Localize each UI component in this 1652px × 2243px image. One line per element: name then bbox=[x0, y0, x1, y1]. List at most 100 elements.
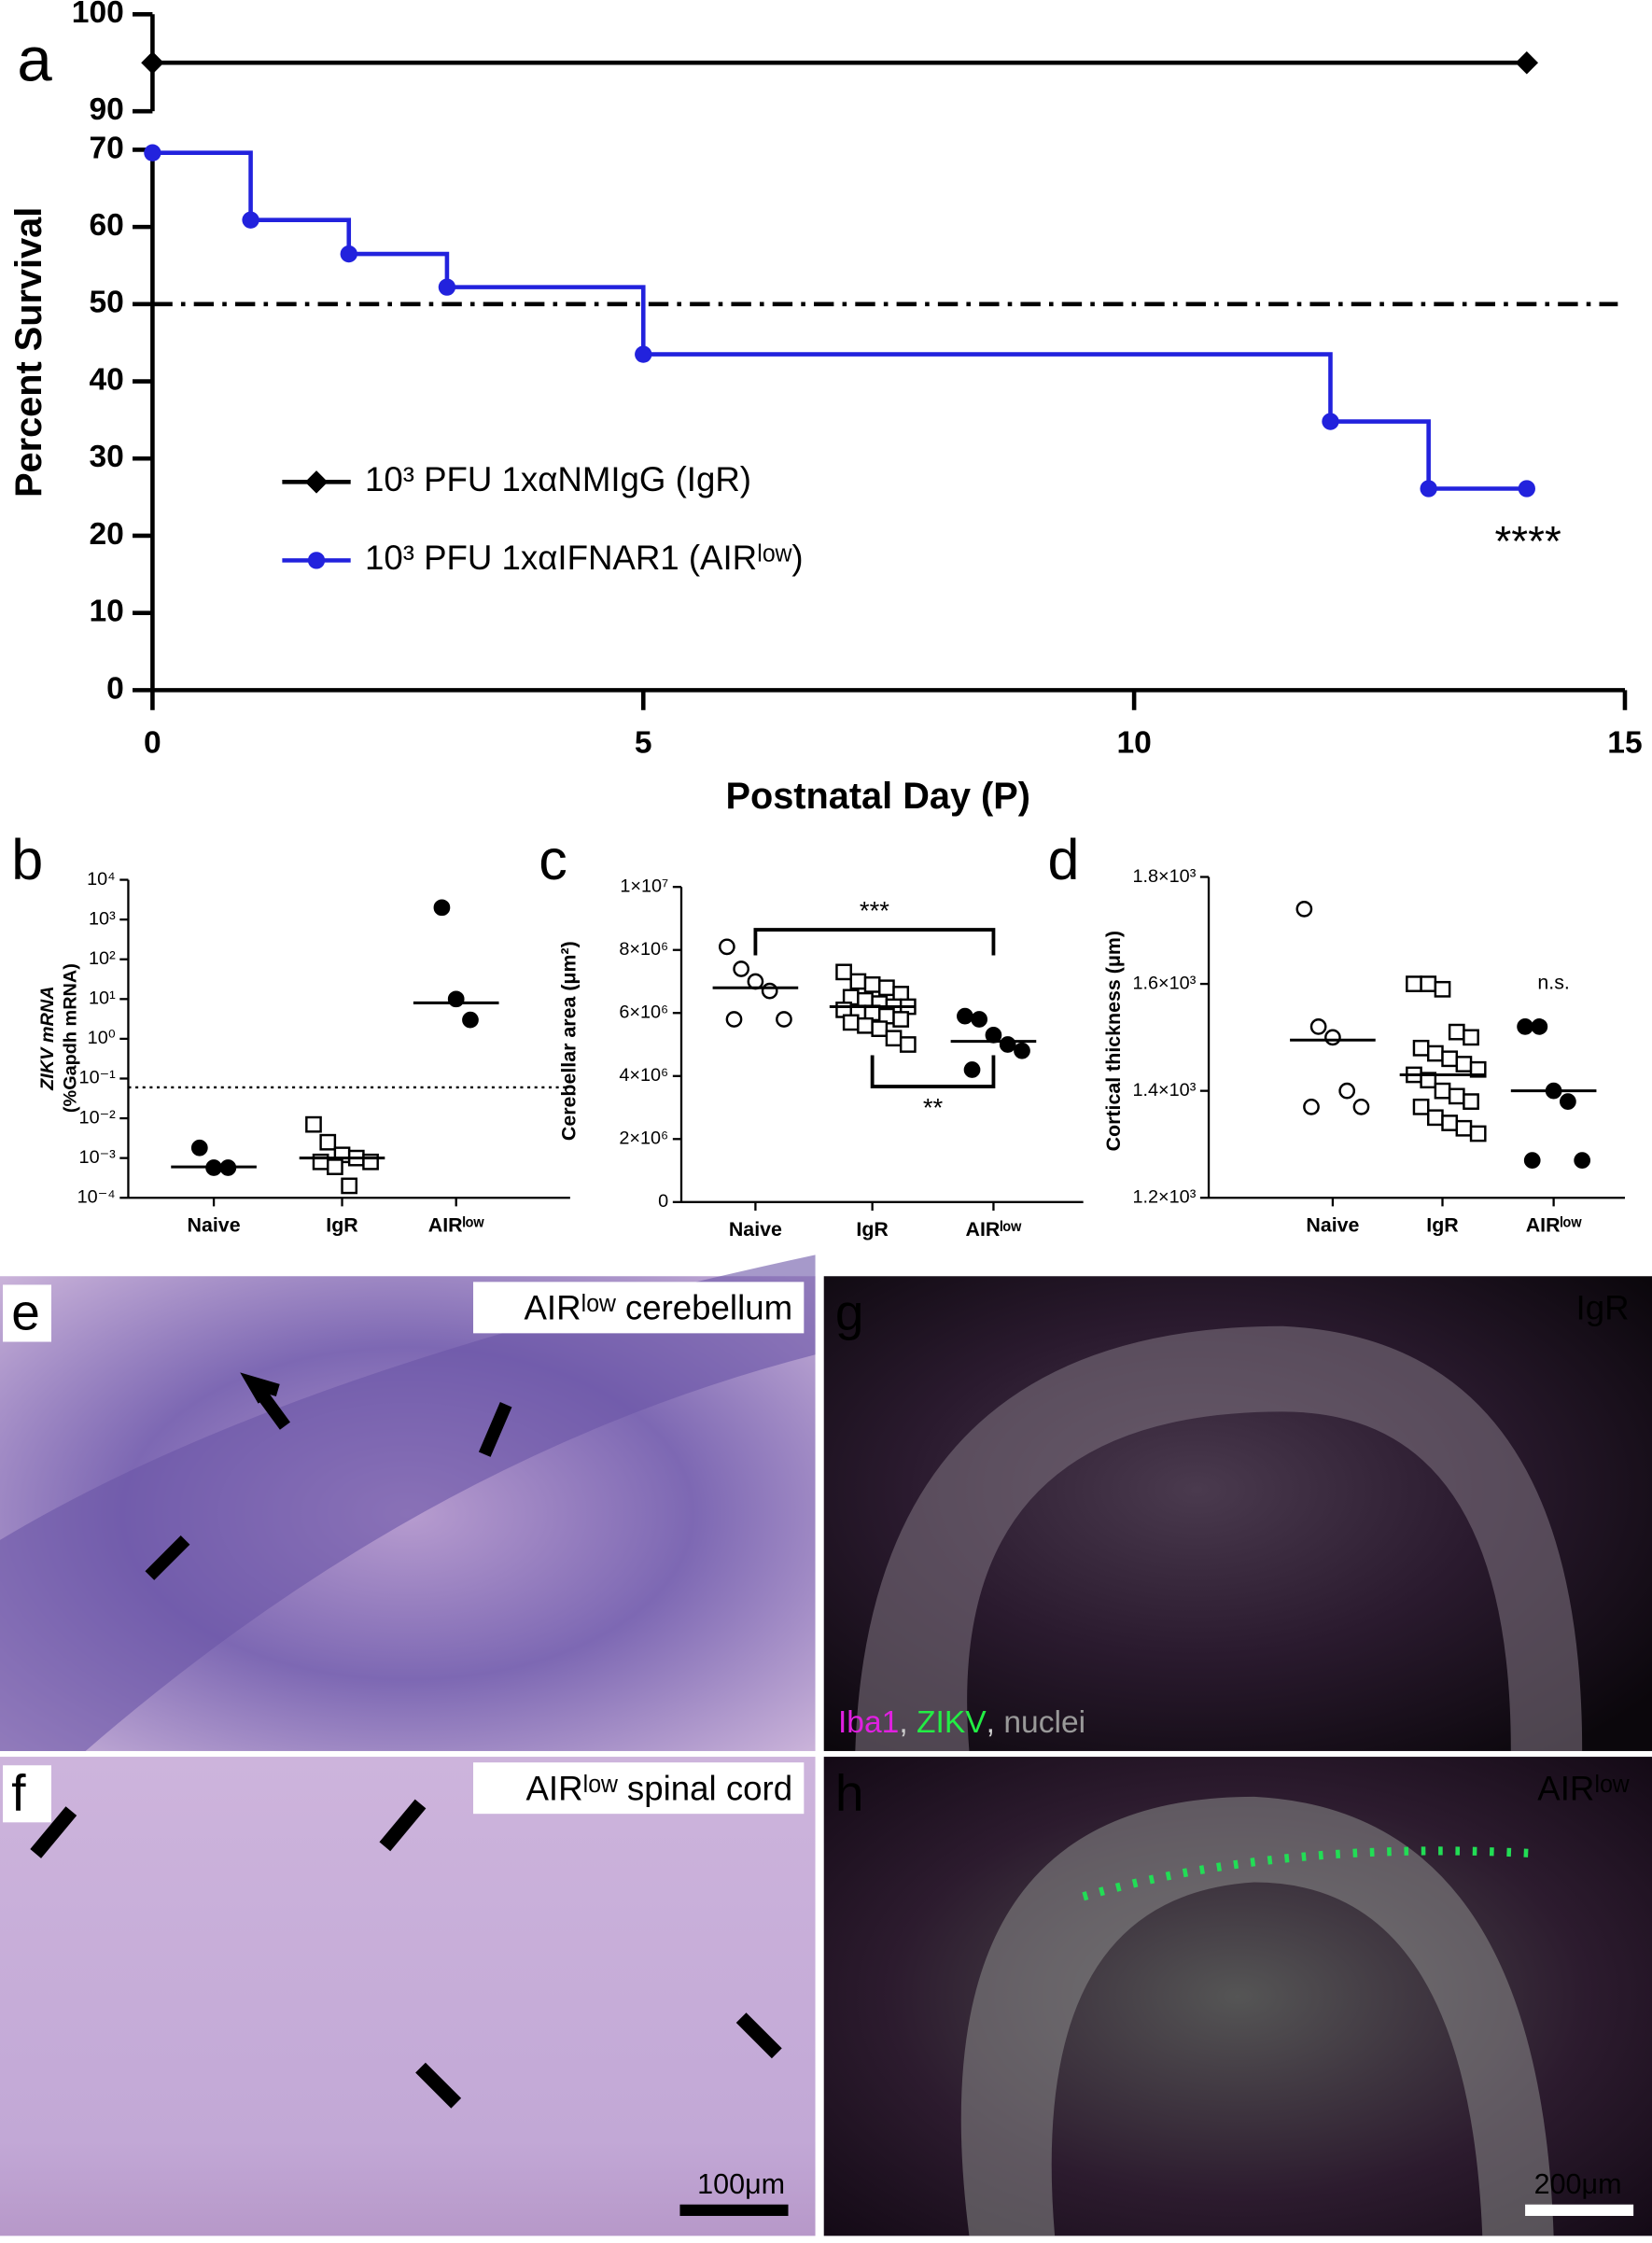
y-tick-label: 10 bbox=[89, 595, 123, 629]
panel-letter: d bbox=[1047, 828, 1079, 891]
legend-marker bbox=[307, 552, 326, 569]
panel-label: IgR bbox=[1576, 1289, 1630, 1327]
panel-letter: h bbox=[835, 1763, 864, 1821]
significance-label: ** bbox=[923, 1093, 944, 1122]
data-point bbox=[1463, 1029, 1479, 1046]
y-axis-label: Cortical thickness (μm) bbox=[1102, 931, 1125, 1151]
data-point bbox=[857, 1016, 874, 1034]
scale-bar-label: 200μm bbox=[1534, 2168, 1622, 2200]
marker bbox=[144, 144, 161, 161]
stain-name: ZIKV bbox=[917, 1705, 987, 1740]
data-point bbox=[1014, 1042, 1030, 1059]
data-point bbox=[1338, 1082, 1356, 1100]
data-point bbox=[1324, 1029, 1341, 1046]
data-point bbox=[1448, 1087, 1465, 1105]
x-tick-label: AIRˡᵒʷ bbox=[428, 1213, 485, 1236]
data-point bbox=[1427, 1109, 1444, 1127]
panel-letter: c bbox=[539, 828, 567, 891]
data-point bbox=[835, 963, 852, 981]
data-point bbox=[863, 976, 881, 993]
marker bbox=[1322, 413, 1339, 430]
marker bbox=[242, 211, 259, 229]
data-point bbox=[963, 1061, 981, 1078]
data-point bbox=[1303, 1098, 1320, 1115]
y-tick-label: 6×10⁶ bbox=[619, 1002, 668, 1022]
x-tick-label: AIRˡᵒʷ bbox=[966, 1218, 1023, 1241]
data-point bbox=[1448, 1023, 1465, 1041]
marker bbox=[340, 245, 357, 263]
panel-letter: b bbox=[11, 828, 43, 891]
data-point bbox=[1469, 1125, 1487, 1143]
scale-bar-label: 100μm bbox=[697, 2168, 785, 2200]
y-tick-label: 1.8×10³ bbox=[1132, 866, 1196, 887]
y-tick-label: 60 bbox=[89, 208, 123, 243]
significance-bracket bbox=[753, 928, 996, 956]
micrograph-g bbox=[823, 1276, 1652, 1751]
data-point bbox=[1523, 1152, 1541, 1169]
y-tick-label: 10¹ bbox=[89, 988, 116, 1009]
data-point bbox=[849, 973, 867, 990]
annotation: n.s. bbox=[1537, 972, 1569, 994]
data-point bbox=[761, 982, 778, 1000]
data-point bbox=[1434, 1082, 1451, 1100]
panel-label: AIRˡᵒʷ spinal cord bbox=[525, 1769, 792, 1807]
data-point bbox=[1309, 1018, 1327, 1035]
stain-name: , bbox=[987, 1705, 1004, 1740]
y-tick-label: 8×10⁶ bbox=[619, 939, 668, 960]
panel-letter: g bbox=[835, 1283, 864, 1341]
y-tick-label: 1×10⁷ bbox=[620, 876, 668, 896]
data-point bbox=[327, 1158, 343, 1175]
letter-box bbox=[3, 1765, 51, 1823]
x-tick-label: IgR bbox=[1426, 1213, 1458, 1236]
data-point bbox=[1427, 1044, 1444, 1062]
micrograph-e bbox=[0, 1255, 816, 1751]
data-point bbox=[1295, 901, 1313, 918]
data-point bbox=[1469, 1060, 1487, 1078]
survival-line bbox=[152, 150, 1527, 491]
x-tick-label: IgR bbox=[856, 1218, 888, 1241]
y-tick-label: 10⁰ bbox=[88, 1028, 116, 1048]
y-tick-label: 1.6×10³ bbox=[1132, 973, 1196, 993]
y-axis-label: Cerebellar area (μm²) bbox=[558, 941, 581, 1141]
x-tick-label: 5 bbox=[635, 725, 652, 760]
marker bbox=[635, 345, 652, 363]
data-point bbox=[1406, 975, 1422, 992]
y-tick-label: 50 bbox=[89, 286, 123, 320]
data-point bbox=[871, 1020, 889, 1037]
y-tick-label: 1.2×10³ bbox=[1132, 1186, 1196, 1207]
x-tick-label: 15 bbox=[1607, 725, 1642, 760]
annotation: **** bbox=[1494, 518, 1561, 566]
y-tick-label: 90 bbox=[89, 92, 123, 127]
y-tick-label: 10³ bbox=[89, 908, 116, 929]
y-tick-label: 10⁴ bbox=[87, 869, 116, 890]
significance-bracket bbox=[870, 1055, 996, 1088]
data-point bbox=[1560, 1093, 1576, 1110]
legend-label: 10³ PFU 1xαNMIgG (IgR) bbox=[365, 460, 751, 498]
x-tick-label: IgR bbox=[326, 1213, 357, 1236]
x-axis-label: Postnatal Day (P) bbox=[726, 776, 1030, 817]
panel-letter: f bbox=[11, 1763, 26, 1821]
data-point bbox=[842, 1014, 860, 1031]
y-tick-label: 10⁻³ bbox=[79, 1147, 117, 1168]
y-axis-label: ZIKV mRNA bbox=[37, 986, 58, 1090]
data-point bbox=[1412, 1039, 1430, 1057]
y-axis-label: (%Gapdh mRNA) bbox=[61, 963, 81, 1113]
significance-label: *** bbox=[860, 896, 889, 925]
stain-name: Iba1 bbox=[838, 1705, 899, 1740]
micrograph-h bbox=[823, 1757, 1652, 2236]
data-point bbox=[892, 1011, 910, 1028]
data-point bbox=[1463, 1093, 1479, 1110]
legend-label: 10³ PFU 1xαIFNAR1 (AIRˡᵒʷ) bbox=[365, 539, 804, 577]
marker bbox=[141, 50, 164, 75]
data-point bbox=[1517, 1018, 1533, 1035]
micrograph-f bbox=[0, 1576, 816, 2236]
panel-label: AIRˡᵒʷ bbox=[1537, 1769, 1630, 1807]
data-point bbox=[319, 1133, 337, 1151]
stain-name: , bbox=[899, 1705, 917, 1740]
data-point bbox=[776, 1011, 792, 1028]
y-tick-label: 2×10⁶ bbox=[619, 1129, 668, 1149]
data-point bbox=[1434, 980, 1451, 998]
data-point bbox=[878, 979, 895, 997]
data-point bbox=[1455, 1119, 1473, 1137]
data-point bbox=[1441, 1050, 1458, 1068]
